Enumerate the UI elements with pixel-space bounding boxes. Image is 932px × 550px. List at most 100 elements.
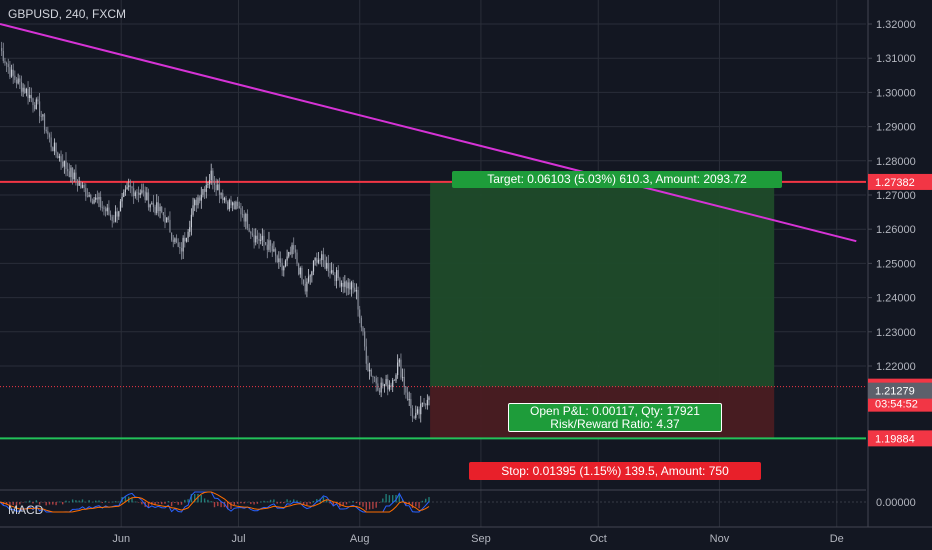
candle-body xyxy=(2,50,4,61)
macd-histogram-bar xyxy=(425,498,427,503)
candle-body xyxy=(298,263,300,275)
candle-body xyxy=(48,134,51,138)
candle-body xyxy=(413,417,415,419)
candle-body xyxy=(340,282,343,287)
candle-body xyxy=(100,196,102,208)
candle-body xyxy=(296,252,298,264)
macd-histogram-bar xyxy=(236,502,239,504)
macd-histogram-bar xyxy=(213,502,216,508)
macd-histogram-bar xyxy=(131,497,133,503)
symbol-title[interactable]: GBPUSD, 240, FXCM xyxy=(8,7,127,21)
candle-body xyxy=(212,170,214,183)
candle-body xyxy=(101,207,103,209)
candle-body xyxy=(98,196,100,200)
time-tick-label: Aug xyxy=(350,533,370,545)
candle-body xyxy=(174,238,176,242)
trendline[interactable] xyxy=(0,23,857,243)
candle-body xyxy=(131,186,133,189)
price-tick-label: 1.22000 xyxy=(876,361,916,373)
candle-body xyxy=(240,208,242,215)
macd-tick-label: 0.00000 xyxy=(876,497,916,509)
candle-body xyxy=(218,184,221,195)
candle-body xyxy=(88,194,90,197)
macd-histogram-bar xyxy=(283,502,285,504)
macd-histogram-bar xyxy=(352,501,354,503)
macd-histogram-bar xyxy=(200,495,202,503)
price-tick-label: 1.30000 xyxy=(876,87,916,99)
time-tick-label: De xyxy=(830,533,844,545)
candle-body xyxy=(62,161,64,167)
position-zones[interactable] xyxy=(430,181,775,439)
candle-body xyxy=(136,192,138,194)
macd-histogram-bar xyxy=(276,502,278,504)
candle-body xyxy=(276,255,278,262)
macd-histogram-bar xyxy=(312,501,315,503)
macd-histogram-bar xyxy=(263,500,265,503)
macd-histogram-bar xyxy=(167,501,169,503)
time-axis[interactable]: Jun Jul Aug Sep Oct Nov De xyxy=(112,533,843,545)
candle-body xyxy=(161,206,163,213)
candle-body xyxy=(309,275,311,277)
candle-body xyxy=(50,137,52,148)
macd-label[interactable]: MACD xyxy=(8,503,44,517)
candle-body xyxy=(157,202,159,212)
macd-histogram-bar xyxy=(104,500,107,503)
candle-body xyxy=(111,216,113,221)
macd-histogram-bar xyxy=(243,502,245,504)
candle-body xyxy=(103,207,105,209)
candle-body xyxy=(9,67,11,77)
macd-histogram-bar xyxy=(253,502,255,505)
candle-body xyxy=(266,244,268,250)
target-text: Target: 0.06103 (5.03%) 610.3, Amount: 2… xyxy=(487,172,747,186)
candle-body xyxy=(76,180,79,186)
candle-body xyxy=(360,317,362,328)
candle-body xyxy=(278,258,280,262)
candle-body xyxy=(14,75,16,80)
candle-body xyxy=(180,248,183,252)
candle-body xyxy=(245,213,247,222)
open-pl-text: Open P&L: 0.00117, Qty: 17921 xyxy=(530,404,700,418)
open-pl-label: Open P&L: 0.00117, Qty: 17921 Risk/Rewar… xyxy=(508,403,722,432)
macd-histogram-bar xyxy=(401,499,404,503)
candle-body xyxy=(43,114,46,130)
candle-body xyxy=(402,376,404,378)
candle-body xyxy=(144,191,146,200)
macd-histogram-bar xyxy=(411,502,414,509)
candle-body xyxy=(75,172,77,181)
candle-body xyxy=(227,201,229,210)
candle-body xyxy=(286,256,288,261)
macd-histogram-bar xyxy=(260,501,262,503)
candle-body xyxy=(27,88,29,99)
macd-histogram-bar xyxy=(187,499,189,503)
macd-histogram-bar xyxy=(233,502,235,505)
macd-histogram-bar xyxy=(289,500,292,503)
candle-body xyxy=(171,232,173,240)
candle-body xyxy=(138,192,140,195)
candle-body xyxy=(159,206,161,212)
macd-histogram-bar xyxy=(355,502,358,504)
candle-body xyxy=(24,87,26,94)
trendline-segment[interactable] xyxy=(0,23,857,243)
candle-body xyxy=(372,375,374,377)
candle-body xyxy=(172,239,174,242)
candle-body xyxy=(114,211,117,222)
candle-body xyxy=(146,192,148,200)
candle-body xyxy=(337,270,339,279)
candle-body xyxy=(133,188,135,197)
candle-body xyxy=(263,235,265,243)
profit-zone[interactable] xyxy=(430,181,775,387)
macd-histogram-bar xyxy=(42,502,44,503)
price-axis[interactable]: 1.32000 1.31000 1.30000 1.29000 1.28000 1.270… xyxy=(868,19,916,509)
candle-body xyxy=(39,101,41,117)
macd-histogram-bar xyxy=(161,502,163,505)
candle-body xyxy=(151,203,153,205)
macd-histogram-bar xyxy=(293,499,295,503)
macd-histogram-bar xyxy=(38,502,41,505)
candle-body xyxy=(364,331,366,347)
macd-histogram-bar xyxy=(329,502,331,504)
candle-body xyxy=(423,402,425,405)
candle-body xyxy=(233,202,235,209)
candle-body xyxy=(329,271,331,273)
